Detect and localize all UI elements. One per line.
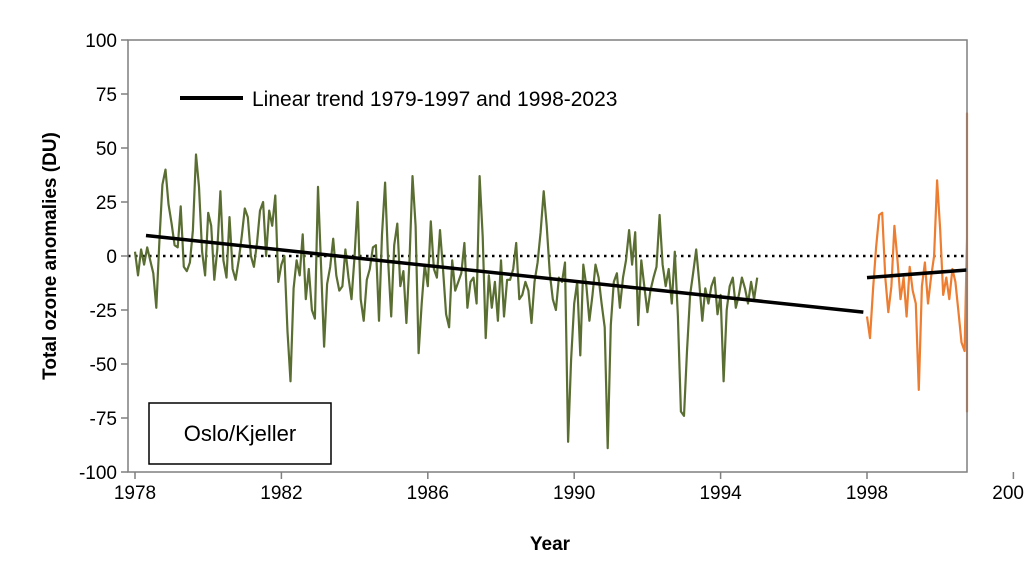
- y-tick-label: -75: [90, 409, 117, 430]
- x-tick-label: 1986: [407, 483, 449, 504]
- station-box-frame: [148, 402, 332, 465]
- series-layer: [133, 112, 969, 450]
- y-tick-label: -50: [90, 355, 117, 376]
- y-tick-label: 25: [96, 193, 117, 214]
- y-tick-label: 75: [96, 85, 117, 106]
- series-line-1998-2023: [865, 112, 969, 413]
- trend-layer: [145, 233, 968, 314]
- station-box: Oslo/Kjeller: [148, 402, 332, 465]
- y-tick-label: 50: [96, 139, 117, 160]
- x-tick-label: 1982: [260, 483, 302, 504]
- x-axis-title: Year: [530, 534, 571, 555]
- y-tick-label: 100: [85, 31, 117, 52]
- x-tick-label: 1998: [846, 483, 888, 504]
- legend: Linear trend 1979-1997 and 1998-2023: [180, 88, 617, 111]
- series-line-1978-1997: [133, 153, 759, 450]
- x-tick-label: 1990: [553, 483, 595, 504]
- legend-trend-label: Linear trend 1979-1997 and 1998-2023: [252, 88, 617, 111]
- trend-line-2: [866, 268, 968, 280]
- station-label: Oslo/Kjeller: [184, 421, 296, 446]
- x-tick-label: 1978: [114, 483, 156, 504]
- x-tick-label: 2002: [992, 483, 1024, 504]
- y-tick-label: -100: [79, 463, 117, 484]
- trend-line-1: [145, 233, 864, 314]
- y-axis-title: Total ozone anomalies (DU): [40, 132, 61, 380]
- y-tick-label: 0: [106, 247, 117, 268]
- y-tick-label: -25: [90, 301, 117, 322]
- x-tick-label: 1994: [699, 483, 742, 504]
